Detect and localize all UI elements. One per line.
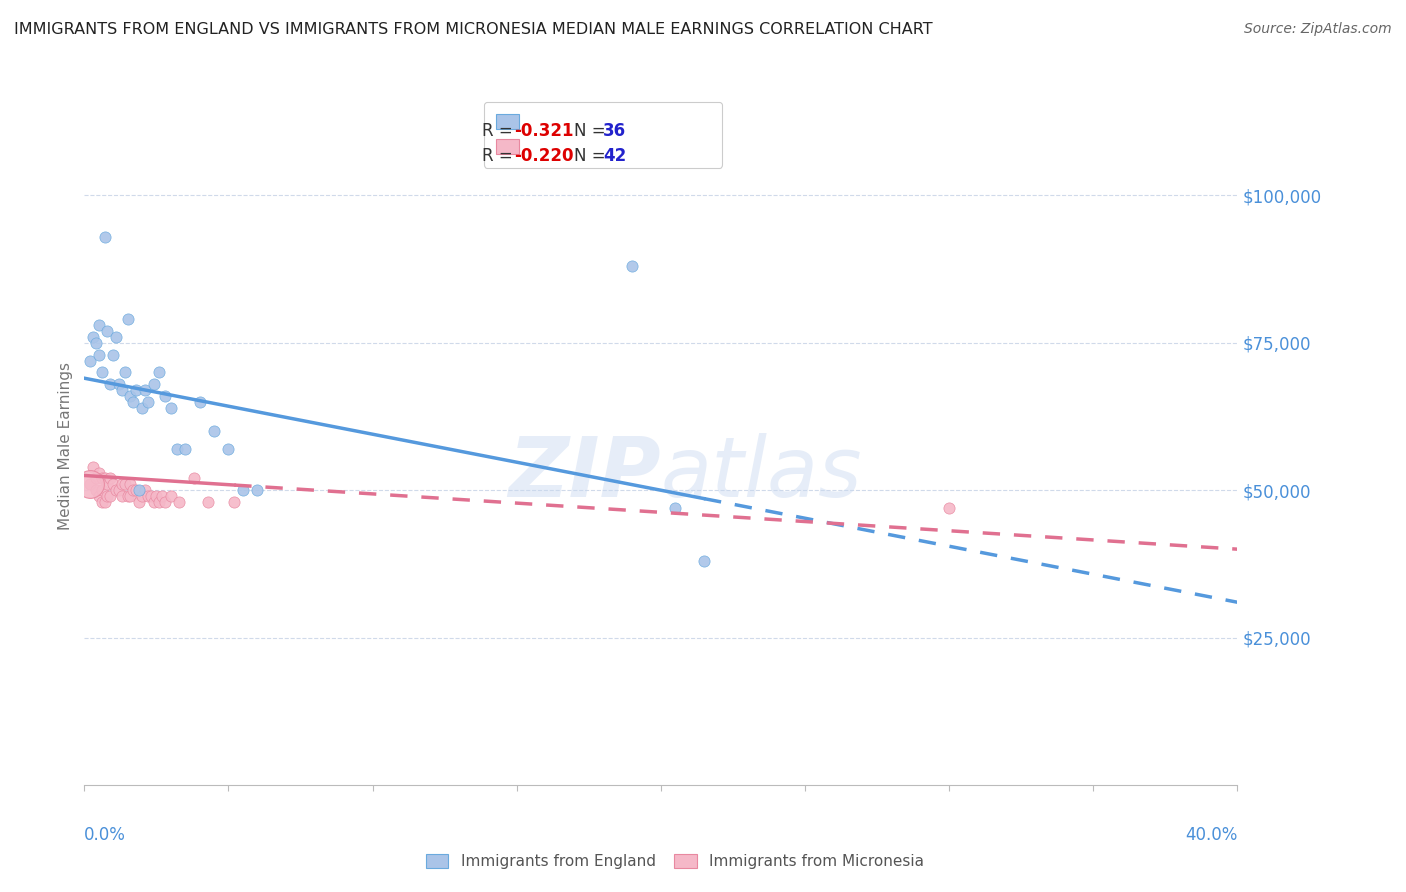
Text: 42: 42 [603,147,627,165]
Text: -0.321: -0.321 [515,122,574,140]
Point [79,353,101,368]
Point [134,383,156,397]
Point [90,483,112,498]
Point [664,500,686,515]
Point [117,312,139,326]
Point [122,483,145,498]
Point [114,365,136,379]
Point [98,471,121,485]
Point [84,471,107,485]
Point [693,554,716,568]
Point [160,489,183,503]
Point [93,229,115,244]
Point [87,348,110,362]
Point [87,318,110,333]
Point [105,483,128,498]
Legend: Immigrants from England, Immigrants from Micronesia: Immigrants from England, Immigrants from… [419,848,931,875]
Point [98,489,121,503]
Point [96,489,118,503]
Y-axis label: Median Male Earnings: Median Male Earnings [58,362,73,530]
Point [103,348,124,362]
Point [148,495,170,509]
Point [82,330,104,344]
Point [232,483,254,498]
Point [103,477,124,491]
Point [120,389,142,403]
Point [938,500,960,515]
Point [117,489,139,503]
Text: 36: 36 [603,122,626,140]
Point [105,330,128,344]
Text: 40.0%: 40.0% [1185,826,1237,844]
Point [98,377,121,392]
Point [82,459,104,474]
Text: N =: N = [575,122,612,140]
Point [87,466,110,480]
Point [125,383,148,397]
Point [93,495,115,509]
Text: Source: ZipAtlas.com: Source: ZipAtlas.com [1244,22,1392,37]
Point [160,401,183,415]
Point [84,483,107,498]
Point [188,394,211,409]
Point [202,424,225,438]
Point [153,495,176,509]
Point [197,495,219,509]
Text: R =: R = [482,147,519,165]
Point [111,383,134,397]
Point [120,477,142,491]
Legend:                                   ,                                   : , [484,102,723,168]
Point [142,495,165,509]
Text: 0.0%: 0.0% [84,826,127,844]
Point [79,477,101,491]
Point [111,477,134,491]
Point [108,483,131,498]
Point [125,483,148,498]
Point [131,401,153,415]
Point [224,495,246,509]
Point [150,489,173,503]
Point [79,477,101,491]
Point [120,489,142,503]
Point [90,495,112,509]
Text: R =: R = [482,122,519,140]
Text: N =: N = [575,147,612,165]
Point [166,442,188,456]
Point [153,389,176,403]
Point [114,477,136,491]
Point [139,489,162,503]
Point [108,377,131,392]
Point [131,489,153,503]
Point [145,489,167,503]
Point [183,471,205,485]
Point [128,495,150,509]
Point [134,483,156,498]
Point [90,365,112,379]
Point [128,483,150,498]
Point [148,365,170,379]
Point [96,477,118,491]
Text: atlas: atlas [661,433,862,514]
Point [174,442,197,456]
Text: -0.220: -0.220 [515,147,574,165]
Point [96,324,118,338]
Point [87,489,110,503]
Point [136,489,159,503]
Point [218,442,240,456]
Text: IMMIGRANTS FROM ENGLAND VS IMMIGRANTS FROM MICRONESIA MEDIAN MALE EARNINGS CORRE: IMMIGRANTS FROM ENGLAND VS IMMIGRANTS FR… [14,22,932,37]
Text: ZIP: ZIP [508,433,661,514]
Point [621,259,644,273]
Point [84,335,107,350]
Point [142,377,165,392]
Point [122,394,145,409]
Point [90,471,112,485]
Point [136,394,159,409]
Point [93,471,115,485]
Point [169,495,191,509]
Point [111,489,134,503]
Point [246,483,269,498]
